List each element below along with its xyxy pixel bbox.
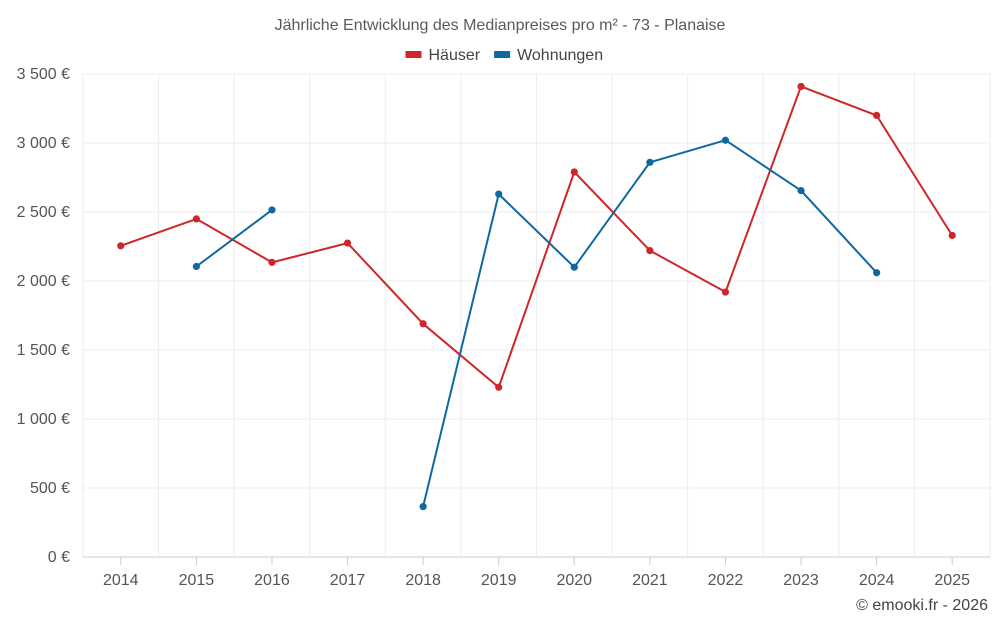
x-tick-label: 2023 xyxy=(783,572,819,589)
data-point[interactable] xyxy=(495,383,503,391)
data-point[interactable] xyxy=(570,263,578,271)
legend-label: Wohnungen xyxy=(517,47,603,64)
data-point[interactable] xyxy=(721,136,730,144)
data-point[interactable] xyxy=(343,239,352,247)
data-point[interactable] xyxy=(646,158,654,166)
x-tick-label: 2016 xyxy=(254,572,290,589)
data-point[interactable] xyxy=(192,215,200,223)
series-line xyxy=(119,85,954,389)
x-tick-label: 2014 xyxy=(103,572,139,589)
data-point[interactable] xyxy=(797,82,805,91)
y-tick-label: 3 500 € xyxy=(17,66,70,83)
series-layer xyxy=(117,82,956,511)
grid xyxy=(82,73,991,557)
legend-swatch xyxy=(405,51,422,58)
series-line xyxy=(422,139,878,508)
series-line xyxy=(195,208,273,268)
x-tick-label: 2025 xyxy=(934,572,970,589)
data-point[interactable] xyxy=(873,269,881,277)
legend-item-wohnungen[interactable]: Wohnungen xyxy=(494,47,603,64)
data-point[interactable] xyxy=(646,247,654,255)
data-point[interactable] xyxy=(192,262,200,271)
data-point[interactable] xyxy=(797,187,805,195)
x-tick-label: 2019 xyxy=(481,572,517,589)
data-point[interactable] xyxy=(570,168,578,176)
x-tick-label: 2015 xyxy=(179,572,215,589)
y-tick-label: 1 500 € xyxy=(17,342,70,359)
y-tick-label: 2 000 € xyxy=(17,273,70,290)
series-haeuser xyxy=(117,82,956,391)
data-point[interactable] xyxy=(873,111,881,119)
x-tick-label: 2017 xyxy=(330,572,366,589)
data-point[interactable] xyxy=(721,288,730,296)
y-tick-label: 2 500 € xyxy=(17,204,70,221)
data-point[interactable] xyxy=(117,242,125,250)
data-point[interactable] xyxy=(268,258,276,266)
legend: Häuser Wohnungen xyxy=(405,47,603,64)
legend-swatch xyxy=(494,51,511,58)
y-tick-label: 3 000 € xyxy=(17,135,70,152)
y-tick-label: 0 € xyxy=(48,549,70,566)
axes: 0 € 500 € 1 000 € 1 500 € 2 000 € 2 500 € 3 00… xyxy=(17,66,990,589)
y-tick-label: 1 000 € xyxy=(17,411,70,428)
data-point[interactable] xyxy=(495,190,503,198)
x-tick-label: 2021 xyxy=(632,572,668,589)
credit-text: © emooki.fr - 2026 xyxy=(856,597,988,614)
data-point[interactable] xyxy=(419,320,427,328)
data-point[interactable] xyxy=(948,231,956,240)
x-tick-label: 2022 xyxy=(708,572,744,589)
x-tick-label: 2024 xyxy=(859,572,895,589)
chart-title: Jährliche Entwicklung des Medianpreises … xyxy=(275,17,726,34)
legend-item-haeuser[interactable]: Häuser xyxy=(405,47,481,64)
data-point[interactable] xyxy=(268,206,276,214)
legend-label: Häuser xyxy=(429,47,481,64)
series-wohnungen xyxy=(192,136,881,511)
x-tick-label: 2020 xyxy=(556,572,592,589)
data-point[interactable] xyxy=(419,503,427,511)
y-tick-label: 500 € xyxy=(30,480,70,497)
x-tick-label: 2018 xyxy=(405,572,441,589)
